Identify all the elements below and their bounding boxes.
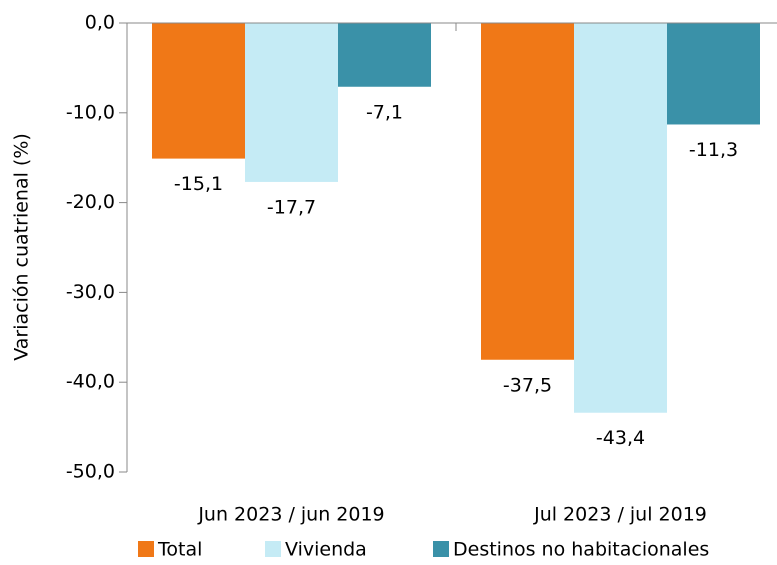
bar [667, 23, 760, 125]
y-axis-title: Variación cuatrienal (%) [11, 133, 33, 361]
x-tick-label: Jun 2023 / jun 2019 [197, 504, 384, 526]
y-tick-label: 0,0 [85, 12, 115, 34]
x-tick-label: Jul 2023 / jul 2019 [533, 504, 707, 526]
value-label: -37,5 [503, 374, 552, 396]
legend-label: Vivienda [285, 539, 367, 561]
value-label: -15,1 [174, 173, 223, 195]
value-label: -17,7 [267, 196, 316, 218]
legend-swatch [265, 541, 281, 557]
bar [481, 23, 574, 360]
bar [152, 23, 245, 159]
legend-label: Destinos no habitacionales [453, 539, 709, 561]
value-label: -43,4 [596, 427, 645, 449]
bar [338, 23, 431, 87]
y-tick-label: -20,0 [66, 191, 115, 213]
y-tick-label: -50,0 [66, 461, 115, 483]
y-tick-label: -40,0 [66, 371, 115, 393]
bar [574, 23, 667, 413]
legend-swatch [138, 541, 154, 557]
legend-swatch [433, 541, 449, 557]
y-tick-label: -30,0 [66, 281, 115, 303]
value-label: -7,1 [366, 101, 403, 123]
y-tick-label: -10,0 [66, 101, 115, 123]
legend-label: Total [157, 539, 202, 561]
value-label: -11,3 [689, 139, 738, 161]
bar [245, 23, 338, 182]
